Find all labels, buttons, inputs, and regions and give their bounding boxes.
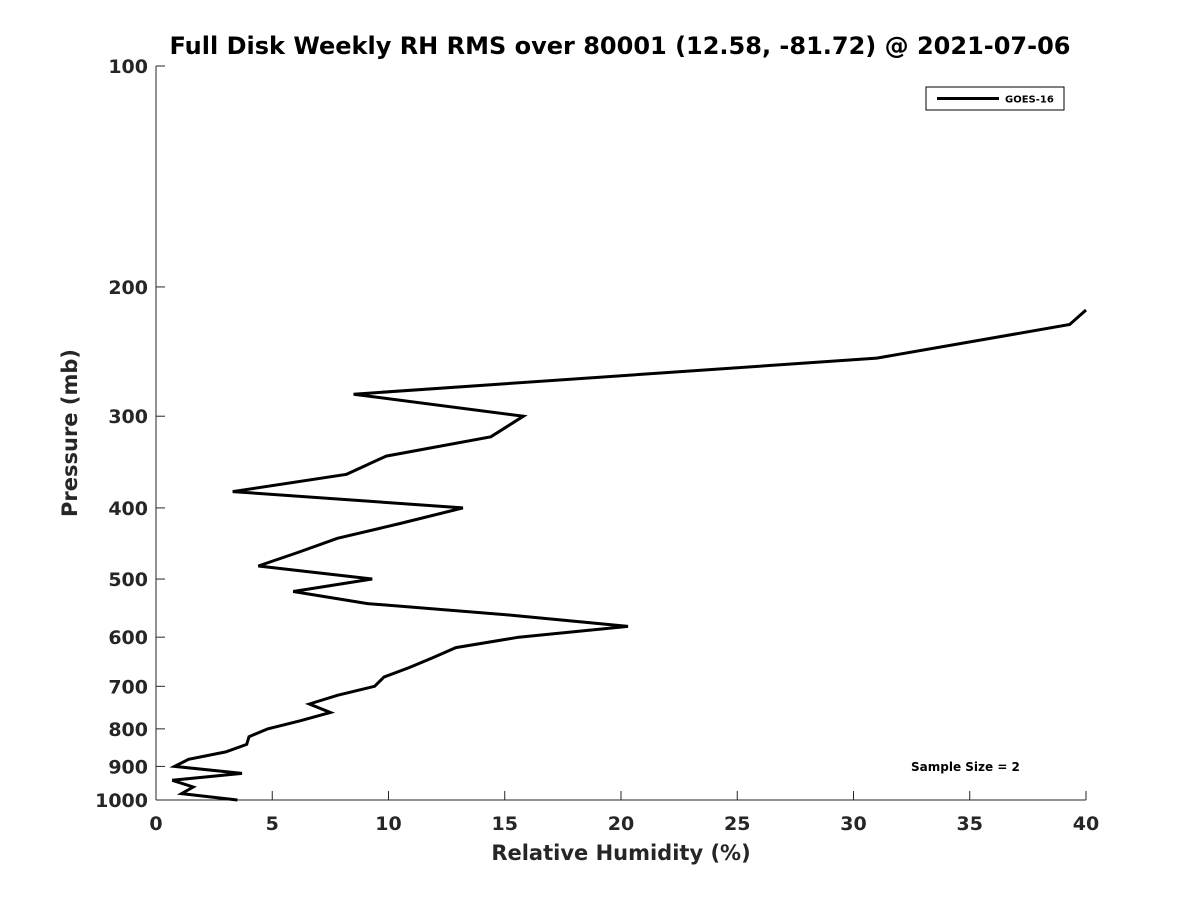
x-tick-label: 10 <box>375 813 401 835</box>
y-ticks: 100 200 300 400 500 600 700 800 900 1000 <box>95 56 165 812</box>
x-tick-label: 0 <box>149 813 162 835</box>
y-tick-label: 900 <box>108 756 148 778</box>
x-ticks: 0 5 10 15 20 25 30 35 40 <box>149 791 1099 835</box>
y-tick-label: 500 <box>108 569 148 591</box>
y-tick-label: 600 <box>108 627 148 649</box>
x-tick-label: 15 <box>492 813 518 835</box>
y-tick-label: 400 <box>108 498 148 520</box>
x-tick-label: 30 <box>840 813 866 835</box>
sample-size-annotation: Sample Size = 2 <box>911 760 1020 774</box>
y-tick-label: 100 <box>108 56 148 78</box>
x-axis-label: Relative Humidity (%) <box>491 841 750 865</box>
x-tick-label: 25 <box>724 813 750 835</box>
plot-area: 0 5 10 15 20 25 30 35 40 100 200 300 400 500 600 700 80… <box>95 56 1099 835</box>
y-tick-label: 200 <box>108 277 148 299</box>
legend-label: GOES-16 <box>1005 95 1054 106</box>
x-tick-label: 20 <box>608 813 634 835</box>
y-axis-label: Pressure (mb) <box>58 349 82 517</box>
x-tick-label: 5 <box>266 813 279 835</box>
x-tick-label: 35 <box>957 813 983 835</box>
legend: GOES-16 <box>925 86 1065 111</box>
y-tick-label: 300 <box>108 406 148 428</box>
y-tick-label: 1000 <box>95 790 148 812</box>
series-line-goes-16 <box>169 308 1087 802</box>
y-tick-label: 700 <box>108 676 148 698</box>
x-tick-label: 40 <box>1073 813 1099 835</box>
y-tick-label: 800 <box>108 719 148 741</box>
chart-title: Full Disk Weekly RH RMS over 80001 (12.5… <box>169 32 1070 60</box>
